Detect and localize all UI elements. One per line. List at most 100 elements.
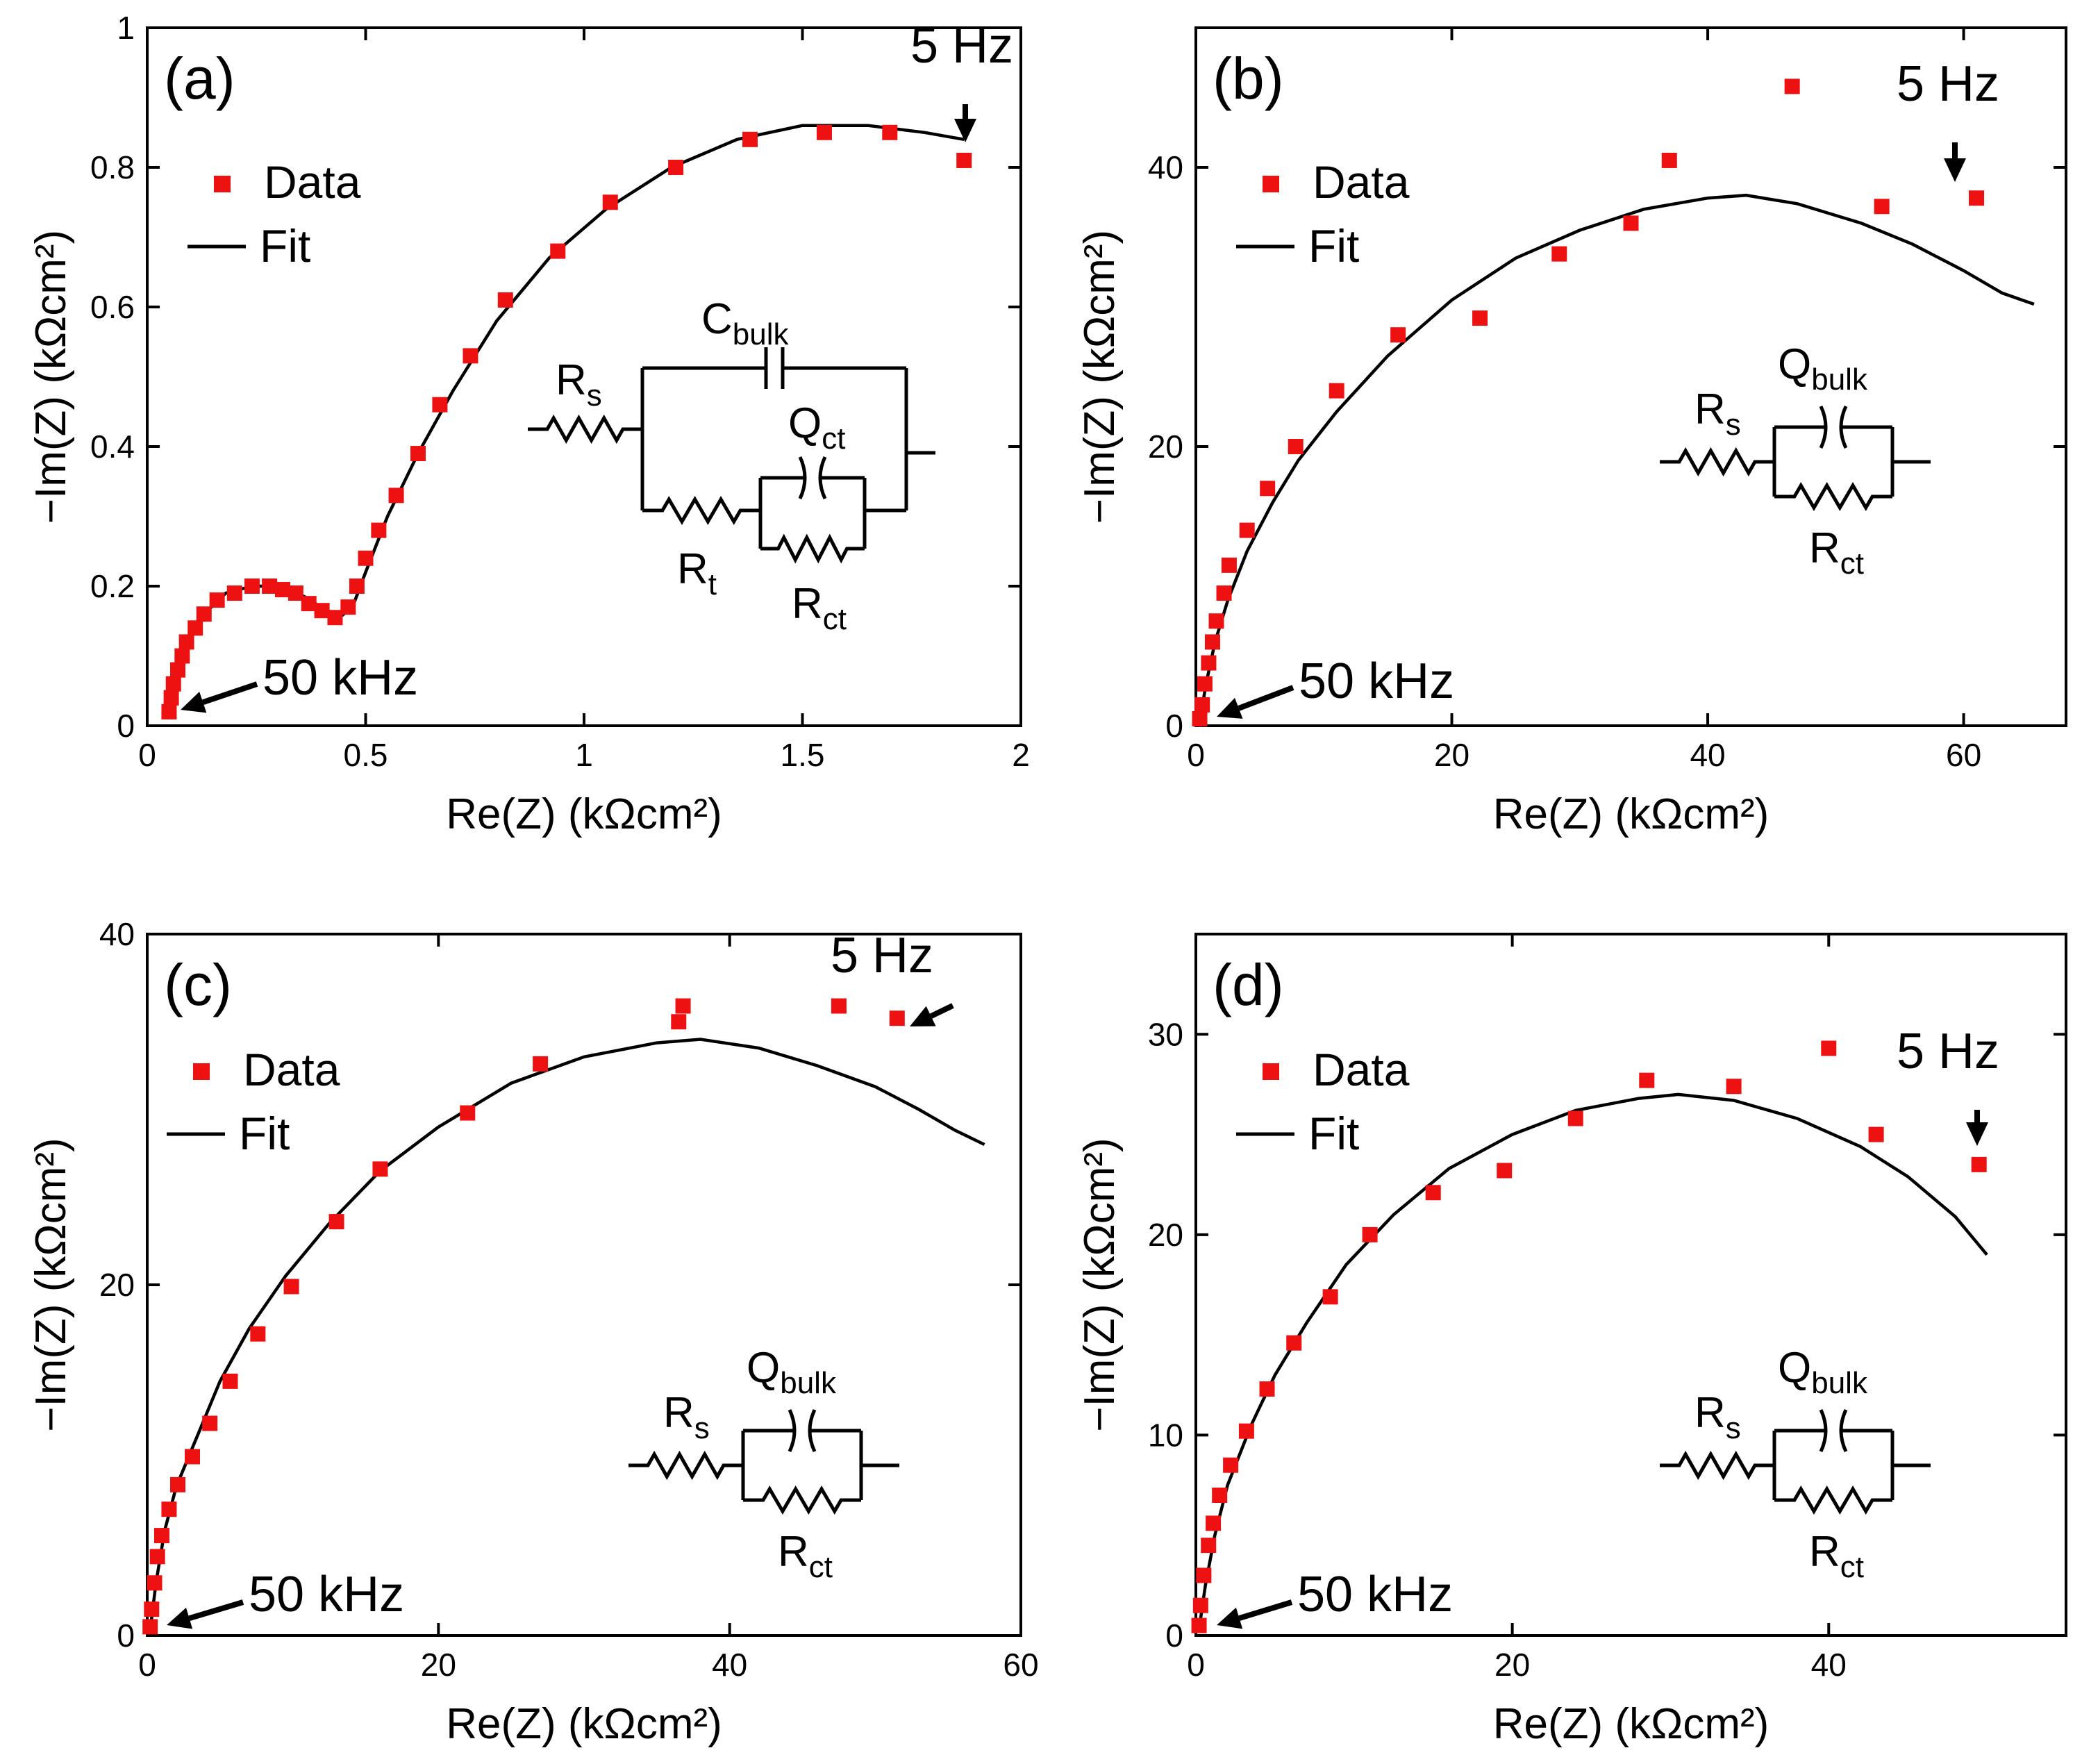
cpe-qct — [760, 456, 865, 500]
arrow-shaft — [201, 681, 258, 705]
data-point — [1196, 1567, 1212, 1583]
high-freq-label: 50 kHz — [249, 1567, 404, 1622]
legend-data-label: Data — [243, 1044, 340, 1095]
arrow-shaft — [929, 1003, 954, 1019]
resistor-rs — [628, 1450, 743, 1481]
x-tick-label: 20 — [1494, 1647, 1530, 1683]
fit-line — [148, 1038, 985, 1631]
low-freq-label: 5 Hz — [1897, 56, 1999, 112]
y-tick-label: 0.8 — [90, 149, 135, 185]
y-tick-label: 1 — [117, 10, 135, 46]
cpe-qbulk — [1774, 1408, 1892, 1453]
data-point — [432, 397, 448, 413]
x-tick-label: 0.5 — [344, 737, 388, 773]
data-point — [1223, 1457, 1239, 1473]
data-point — [1623, 215, 1639, 231]
data-point — [1425, 1185, 1441, 1201]
arrow-head — [954, 119, 976, 142]
data-point — [358, 550, 374, 566]
data-series — [1192, 78, 1985, 726]
data-point — [161, 1501, 177, 1517]
y-tick-label: 40 — [1148, 149, 1183, 185]
data-point — [1497, 1163, 1513, 1179]
data-point — [956, 152, 972, 168]
data-point — [1472, 310, 1488, 326]
capacitor-cbulk — [642, 347, 906, 389]
data-point — [831, 998, 847, 1014]
data-point — [668, 160, 684, 175]
data-point — [1194, 697, 1210, 713]
resistor-rct — [743, 1486, 861, 1515]
resistor-rs — [528, 414, 642, 444]
data-point — [250, 1326, 266, 1342]
fit-line — [1197, 1092, 1988, 1630]
data-point — [209, 592, 225, 608]
data-point — [1212, 1488, 1228, 1503]
data-point — [165, 676, 181, 692]
x-axis-label: Re(Z) (kΩcm²) — [1493, 1700, 1769, 1748]
data-point — [149, 1549, 165, 1565]
panel-label: (a) — [164, 46, 235, 111]
data-point — [262, 579, 278, 594]
data-point — [1551, 246, 1567, 262]
wire-inner-right — [863, 478, 906, 549]
data-point — [1969, 190, 1985, 206]
label-qbulk: Qbulk — [1778, 1344, 1868, 1400]
resistor-rt — [642, 496, 760, 525]
arrow-shaft — [1238, 1599, 1293, 1621]
data-point — [533, 1056, 549, 1072]
x-tick-label: 40 — [1811, 1647, 1847, 1683]
panel-label: (b) — [1213, 46, 1284, 111]
data-point — [1322, 1289, 1338, 1305]
data-point — [1206, 1515, 1222, 1531]
data-point — [1567, 1110, 1583, 1126]
data-point — [550, 243, 566, 259]
data-point — [163, 690, 179, 706]
data-point — [889, 1010, 905, 1026]
high-freq-arrow — [181, 681, 258, 713]
high-freq-label: 50 kHz — [1299, 654, 1454, 709]
data-point — [1239, 522, 1255, 538]
x-axis-label: Re(Z) (kΩcm²) — [446, 790, 722, 838]
data-point — [1216, 585, 1232, 601]
data-point — [1874, 199, 1890, 215]
high-freq-label: 50 kHz — [263, 650, 418, 706]
data-point — [1726, 1079, 1742, 1095]
data-point — [742, 131, 758, 147]
data-point — [144, 1601, 160, 1617]
data-point — [142, 1619, 158, 1635]
data-point — [1971, 1156, 1987, 1172]
y-tick-label: 20 — [1148, 1217, 1183, 1253]
data-point — [463, 348, 478, 364]
data-series — [1191, 1040, 1987, 1633]
data-point — [460, 1105, 476, 1121]
x-tick-label: 60 — [1003, 1647, 1038, 1683]
legend-fit-label: Fit — [239, 1108, 290, 1159]
y-axis-label: −Im(Z) (kΩcm²) — [27, 1138, 75, 1431]
data-point — [184, 1449, 200, 1465]
x-tick-label: 1 — [575, 737, 593, 773]
data-point — [174, 648, 190, 664]
label-qct: Qct — [788, 399, 845, 456]
high-freq-arrow — [1217, 685, 1294, 719]
equivalent-circuit: Rs Cbulk Rt Qct Rct — [528, 295, 935, 636]
data-point — [1288, 439, 1304, 454]
resistor-rct — [1774, 482, 1892, 511]
y-tick-label: 0 — [117, 708, 135, 744]
wire-right — [1890, 1431, 1931, 1500]
data-point — [1784, 78, 1800, 94]
data-point — [1639, 1072, 1655, 1088]
data-point — [671, 1014, 687, 1030]
plot-frame — [1194, 26, 2067, 727]
legend: Data Fit — [1236, 156, 1410, 272]
fit-line — [1198, 193, 2035, 722]
equivalent-circuit: Rs Qbulk Rct — [1660, 1344, 1931, 1584]
data-point — [349, 579, 365, 594]
data-point — [170, 662, 186, 678]
resistor-rct — [760, 533, 865, 564]
arrow-head — [1217, 697, 1243, 719]
low-freq-arrow — [1966, 1110, 1988, 1146]
arrow-shaft — [188, 1599, 244, 1622]
data-point — [314, 603, 330, 619]
data-point — [497, 292, 513, 308]
